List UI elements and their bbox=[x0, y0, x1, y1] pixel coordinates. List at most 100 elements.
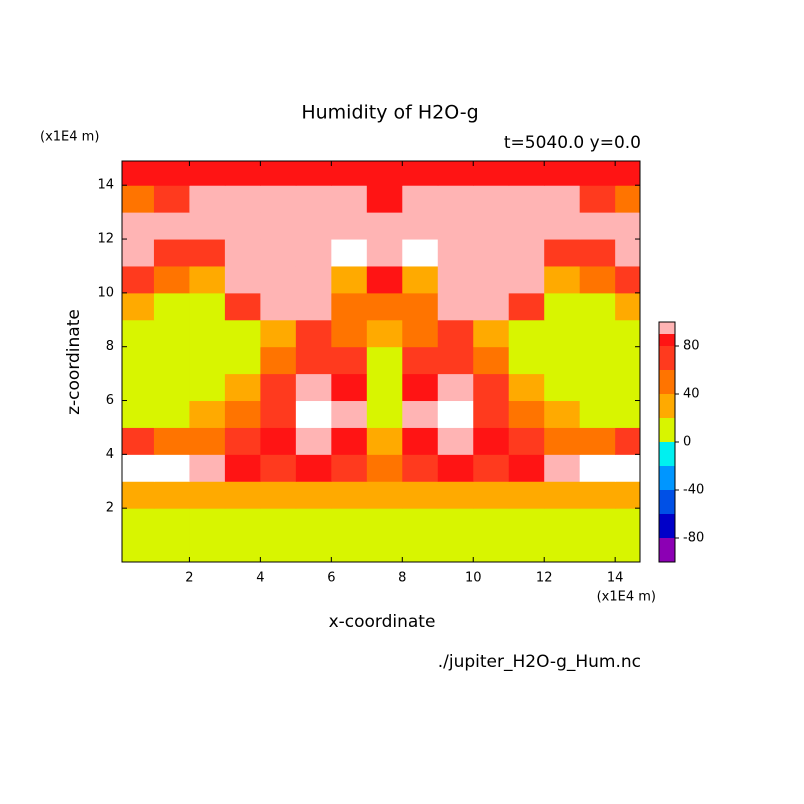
contour-cell bbox=[295, 508, 332, 536]
colorbar-tick-label: 40 bbox=[683, 387, 700, 402]
contour-cell bbox=[260, 481, 297, 509]
contour-cell bbox=[153, 346, 190, 375]
colorbar-swatch bbox=[659, 490, 675, 514]
contour-cell bbox=[437, 400, 474, 428]
contour-cell bbox=[189, 346, 226, 375]
contour-cell bbox=[437, 292, 474, 321]
contour-cell bbox=[295, 454, 332, 482]
contour-cell bbox=[366, 292, 403, 321]
colorbar-tick-label: 0 bbox=[683, 435, 691, 450]
contour-cell bbox=[295, 239, 332, 267]
contour-cell bbox=[224, 400, 261, 428]
contour-cell bbox=[615, 239, 640, 267]
contour-cell bbox=[615, 319, 640, 348]
contour-cell bbox=[508, 265, 545, 294]
contour-cell bbox=[544, 161, 581, 186]
y-tick-label: 8 bbox=[106, 339, 114, 354]
contour-cell bbox=[189, 400, 226, 428]
contour-cell bbox=[295, 427, 332, 455]
contour-cell bbox=[295, 161, 332, 186]
contour-cell bbox=[579, 535, 616, 562]
contour-cell bbox=[224, 265, 261, 294]
contour-cell bbox=[402, 454, 439, 482]
contour-cell bbox=[153, 427, 190, 455]
contour-cell bbox=[615, 292, 640, 321]
colorbar-swatch bbox=[659, 514, 675, 538]
contour-cell bbox=[473, 292, 510, 321]
contour-cell bbox=[153, 535, 190, 562]
y-axis-label: z-coordinate bbox=[64, 309, 84, 415]
contour-cell bbox=[544, 319, 581, 348]
contour-cell bbox=[366, 454, 403, 482]
contour-cell bbox=[224, 535, 261, 562]
contour-cell bbox=[544, 292, 581, 321]
contour-cell bbox=[260, 535, 297, 562]
contour-cell bbox=[122, 346, 155, 375]
contour-cell bbox=[508, 535, 545, 562]
contour-cell bbox=[437, 212, 474, 240]
contour-cell bbox=[189, 185, 226, 213]
contour-cell bbox=[473, 161, 510, 186]
contour-cell bbox=[615, 373, 640, 402]
contour-cell bbox=[402, 292, 439, 321]
colorbar-swatch bbox=[659, 442, 675, 466]
contour-cell bbox=[366, 400, 403, 428]
contour-cell bbox=[122, 508, 155, 536]
contour-cell bbox=[224, 292, 261, 321]
colorbar-tick-label: -40 bbox=[683, 483, 704, 498]
contour-cell bbox=[153, 319, 190, 348]
contour-cell bbox=[224, 373, 261, 402]
contour-cell bbox=[260, 427, 297, 455]
y-unit: (x1E4 m) bbox=[40, 130, 99, 145]
contour-cell bbox=[189, 454, 226, 482]
y-tick-label: 12 bbox=[97, 232, 114, 247]
contour-cell bbox=[224, 508, 261, 536]
chart-subtitle: t=5040.0 y=0.0 bbox=[504, 133, 641, 153]
contour-cell bbox=[153, 373, 190, 402]
contour-cell bbox=[473, 346, 510, 375]
contour-cell bbox=[122, 265, 155, 294]
contour-cell bbox=[402, 346, 439, 375]
y-tick-label: 2 bbox=[106, 501, 114, 516]
contour-cell bbox=[295, 373, 332, 402]
contour-cell bbox=[153, 454, 190, 482]
contour-cell bbox=[189, 161, 226, 186]
contour-cell bbox=[579, 265, 616, 294]
contour-cell bbox=[122, 185, 155, 213]
x-axis-label: x-coordinate bbox=[329, 612, 436, 632]
contour-cell bbox=[508, 454, 545, 482]
contour-cell bbox=[437, 346, 474, 375]
contour-cell bbox=[122, 427, 155, 455]
x-tick-label: 6 bbox=[327, 571, 335, 586]
contour-cell bbox=[331, 346, 368, 375]
x-tick-label: 14 bbox=[607, 571, 624, 586]
contour-cell bbox=[260, 346, 297, 375]
colorbar-swatch bbox=[659, 334, 675, 346]
contour-cell bbox=[189, 319, 226, 348]
contour-cell bbox=[224, 427, 261, 455]
contour-cell bbox=[189, 427, 226, 455]
contour-cell bbox=[615, 212, 640, 240]
contour-cell bbox=[544, 212, 581, 240]
contour-cell bbox=[331, 265, 368, 294]
contour-cell bbox=[579, 508, 616, 536]
contour-cell bbox=[579, 373, 616, 402]
contour-cell bbox=[579, 346, 616, 375]
contour-cell bbox=[615, 400, 640, 428]
contour-cell bbox=[331, 481, 368, 509]
contour-cell bbox=[260, 319, 297, 348]
contour-cell bbox=[508, 427, 545, 455]
contour-cell bbox=[473, 373, 510, 402]
contour-cell bbox=[153, 508, 190, 536]
contour-cell bbox=[437, 508, 474, 536]
contour-cell bbox=[366, 319, 403, 348]
contour-cell bbox=[295, 265, 332, 294]
contour-cell bbox=[189, 265, 226, 294]
contour-cell bbox=[615, 161, 640, 186]
contour-cell bbox=[189, 535, 226, 562]
y-tick-label: 10 bbox=[97, 285, 114, 300]
contour-cell bbox=[122, 400, 155, 428]
contour-cell bbox=[331, 185, 368, 213]
x-tick-label: 2 bbox=[185, 571, 193, 586]
contour-cell bbox=[224, 454, 261, 482]
